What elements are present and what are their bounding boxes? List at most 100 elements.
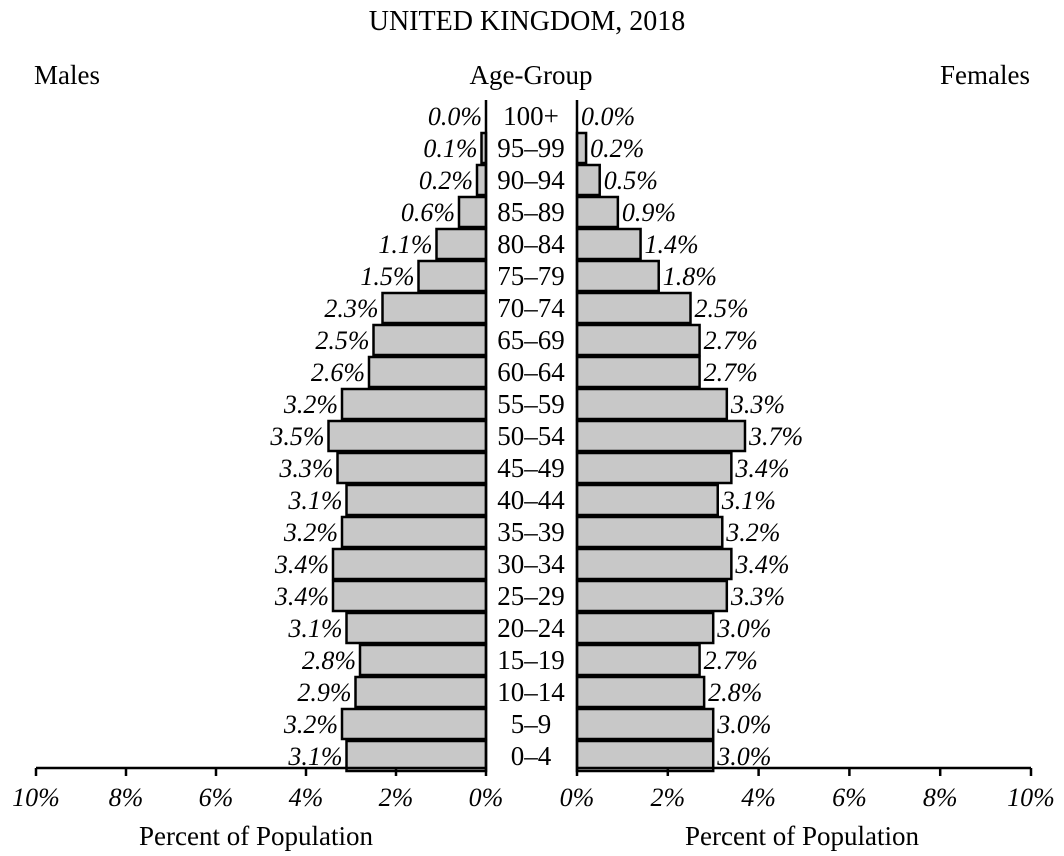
male-bar bbox=[340, 387, 488, 421]
age-group-label: 75–79 bbox=[497, 261, 565, 291]
male-bar bbox=[327, 419, 488, 453]
male-value-label: 3.4% bbox=[274, 550, 329, 579]
female-value-label: 3.3% bbox=[730, 390, 785, 419]
age-group-label: 80–84 bbox=[497, 229, 565, 259]
male-bar bbox=[345, 739, 488, 773]
age-group-label: 100+ bbox=[503, 101, 559, 131]
female-tick-label: 2% bbox=[650, 783, 685, 812]
male-value-label: 2.8% bbox=[302, 646, 356, 675]
age-group-label: 70–74 bbox=[497, 293, 565, 323]
female-bar bbox=[575, 643, 701, 677]
female-value-label: 0.5% bbox=[604, 166, 658, 195]
female-value-label: 2.8% bbox=[708, 678, 762, 707]
female-bar bbox=[575, 355, 701, 389]
male-value-label: 0.1% bbox=[423, 134, 477, 163]
chart-marks: 0.0% 0.0% 100+ 0.1% 0.2% 95–99 0.2% 0.5% 90–94 0.… bbox=[12, 100, 1055, 812]
male-value-label: 2.5% bbox=[315, 326, 369, 355]
female-bar bbox=[575, 451, 733, 485]
male-value-label: 2.3% bbox=[324, 294, 378, 323]
age-group-label: 10–14 bbox=[497, 677, 565, 707]
female-value-label: 1.8% bbox=[663, 262, 717, 291]
male-bar bbox=[336, 451, 488, 485]
age-group-label: 50–54 bbox=[497, 421, 565, 451]
female-bar bbox=[575, 707, 715, 741]
age-group-label: 90–94 bbox=[497, 165, 565, 195]
female-bar bbox=[575, 419, 747, 453]
age-group-label: 30–34 bbox=[497, 549, 565, 579]
male-bar bbox=[358, 643, 488, 677]
male-value-label: 2.9% bbox=[297, 678, 351, 707]
male-value-label: 3.1% bbox=[287, 614, 342, 643]
female-value-label: 3.4% bbox=[734, 454, 789, 483]
male-value-label: 3.2% bbox=[283, 390, 338, 419]
male-bar bbox=[331, 547, 488, 581]
female-bar bbox=[575, 195, 620, 229]
age-group-label: 35–39 bbox=[497, 517, 565, 547]
male-value-label: 1.5% bbox=[360, 262, 414, 291]
male-value-label: 0.0% bbox=[428, 102, 482, 131]
age-group-label: 15–19 bbox=[497, 645, 565, 675]
female-tick-label: 6% bbox=[832, 783, 867, 812]
male-bar bbox=[381, 291, 488, 325]
male-bar bbox=[435, 227, 488, 261]
age-group-label: 65–69 bbox=[497, 325, 565, 355]
female-value-label: 3.4% bbox=[734, 550, 789, 579]
female-value-label: 3.2% bbox=[725, 518, 780, 547]
female-value-label: 2.7% bbox=[704, 326, 758, 355]
female-value-label: 3.1% bbox=[721, 486, 776, 515]
female-bar bbox=[575, 227, 642, 261]
female-bar bbox=[575, 163, 601, 197]
age-group-label: 40–44 bbox=[497, 485, 565, 515]
female-value-label: 2.5% bbox=[695, 294, 749, 323]
male-bar bbox=[345, 483, 488, 517]
age-group-label: 45–49 bbox=[497, 453, 565, 483]
male-bar bbox=[417, 259, 488, 293]
age-group-label: 85–89 bbox=[497, 197, 565, 227]
female-value-label: 0.0% bbox=[581, 102, 635, 131]
female-bar bbox=[575, 675, 706, 709]
female-bar bbox=[575, 291, 692, 325]
male-value-label: 3.2% bbox=[283, 518, 338, 547]
male-value-label: 3.1% bbox=[287, 742, 342, 771]
male-tick-label: 4% bbox=[289, 783, 324, 812]
male-value-label: 3.3% bbox=[278, 454, 333, 483]
female-value-label: 0.9% bbox=[622, 198, 676, 227]
female-value-label: 2.7% bbox=[704, 646, 758, 675]
female-bar bbox=[575, 323, 701, 357]
male-value-label: 1.1% bbox=[378, 230, 432, 259]
female-bar bbox=[575, 483, 719, 517]
male-tick-label: 10% bbox=[12, 783, 60, 812]
male-bar bbox=[475, 163, 488, 197]
age-group-label: 60–64 bbox=[497, 357, 565, 387]
age-group-label: Age-Group bbox=[470, 60, 593, 90]
age-group-label: 25–29 bbox=[497, 581, 565, 611]
male-value-label: 2.6% bbox=[311, 358, 365, 387]
male-value-label: 3.5% bbox=[269, 422, 324, 451]
female-tick-label: 10% bbox=[1007, 783, 1055, 812]
chart-title: UNITED KINGDOM, 2018 bbox=[369, 6, 686, 37]
male-bar bbox=[340, 707, 488, 741]
female-bar bbox=[575, 387, 729, 421]
male-bar bbox=[354, 675, 488, 709]
male-value-label: 3.2% bbox=[283, 710, 338, 739]
male-bar bbox=[372, 323, 488, 357]
female-value-label: 3.3% bbox=[730, 582, 785, 611]
male-bar bbox=[340, 515, 488, 549]
female-value-label: 3.0% bbox=[716, 614, 771, 643]
female-value-label: 3.0% bbox=[716, 742, 771, 771]
male-bar bbox=[331, 579, 488, 613]
male-value-label: 3.1% bbox=[287, 486, 342, 515]
male-tick-label: 8% bbox=[109, 783, 144, 812]
age-group-label: 95–99 bbox=[497, 133, 565, 163]
male-bar bbox=[367, 355, 488, 389]
male-bar bbox=[457, 195, 488, 229]
female-value-label: 2.7% bbox=[704, 358, 758, 387]
female-bar bbox=[575, 259, 660, 293]
female-value-label: 0.2% bbox=[590, 134, 644, 163]
x-axis-label-right: Percent of Population bbox=[685, 821, 919, 851]
female-tick-label: 0% bbox=[560, 783, 595, 812]
female-value-label: 3.0% bbox=[716, 710, 771, 739]
male-tick-label: 6% bbox=[199, 783, 234, 812]
male-tick-label: 0% bbox=[469, 783, 504, 812]
